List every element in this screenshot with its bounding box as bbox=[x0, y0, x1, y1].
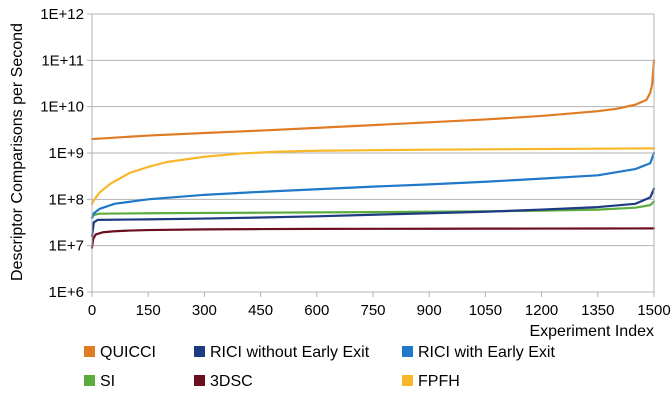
y-tick-label: 1E+10 bbox=[40, 99, 84, 116]
legend-label: 3DSC bbox=[210, 373, 253, 390]
legend: QUICCI RICI without Early Exit RICI with E… bbox=[84, 344, 555, 390]
legend-swatch bbox=[84, 346, 95, 357]
legend-swatch bbox=[194, 375, 205, 386]
legend-label: RICI without Early Exit bbox=[210, 344, 370, 361]
y-tick-label: 1E+6 bbox=[49, 284, 84, 301]
legend-swatch bbox=[84, 375, 95, 386]
y-tick-label: 1E+7 bbox=[49, 238, 84, 255]
x-tick-label: 0 bbox=[88, 302, 96, 319]
series-line-3dsc bbox=[90, 227, 656, 249]
axes bbox=[87, 13, 655, 297]
legend-swatch bbox=[402, 346, 413, 357]
x-tick-label: 150 bbox=[136, 302, 161, 319]
y-tick-labels: 1E+12 1E+11 1E+10 1E+9 1E+8 1E+7 1E+6 bbox=[40, 6, 84, 301]
y-axis-title: Descriptor Comparisons per Second bbox=[9, 23, 26, 281]
x-tick-label: 1200 bbox=[525, 302, 558, 319]
x-tick-label: 600 bbox=[304, 302, 329, 319]
series-lines bbox=[90, 59, 656, 249]
x-tick-label: 450 bbox=[248, 302, 273, 319]
x-tick-label: 750 bbox=[360, 302, 385, 319]
x-tick-label: 1350 bbox=[581, 302, 614, 319]
series-line-si bbox=[90, 200, 656, 219]
legend-swatch bbox=[194, 346, 205, 357]
x-tick-labels: 0 150 300 450 600 750 900 1050 1200 1350 1500 bbox=[88, 302, 671, 319]
series-line-quicci bbox=[90, 59, 656, 141]
y-tick-label: 1E+12 bbox=[40, 6, 84, 23]
x-tick-label: 1500 bbox=[637, 302, 670, 319]
y-tick-label: 1E+11 bbox=[41, 52, 84, 69]
x-tick-label: 300 bbox=[192, 302, 217, 319]
x-tick-label: 900 bbox=[417, 302, 442, 319]
legend-label: QUICCI bbox=[100, 344, 156, 361]
legend-label: RICI with Early Exit bbox=[418, 344, 555, 361]
x-tick-label: 1050 bbox=[469, 302, 502, 319]
series-line-rici-with-early-exit bbox=[90, 151, 656, 219]
series-line-fpfh bbox=[90, 147, 656, 205]
y-tick-label: 1E+9 bbox=[49, 145, 84, 162]
legend-label: FPFH bbox=[418, 373, 460, 390]
x-axis-title: Experiment Index bbox=[529, 323, 654, 340]
legend-swatch bbox=[402, 375, 413, 386]
legend-label: SI bbox=[100, 373, 115, 390]
y-tick-label: 1E+8 bbox=[49, 191, 84, 208]
grid bbox=[92, 13, 654, 293]
series-line-rici-without-early-exit bbox=[90, 187, 656, 238]
